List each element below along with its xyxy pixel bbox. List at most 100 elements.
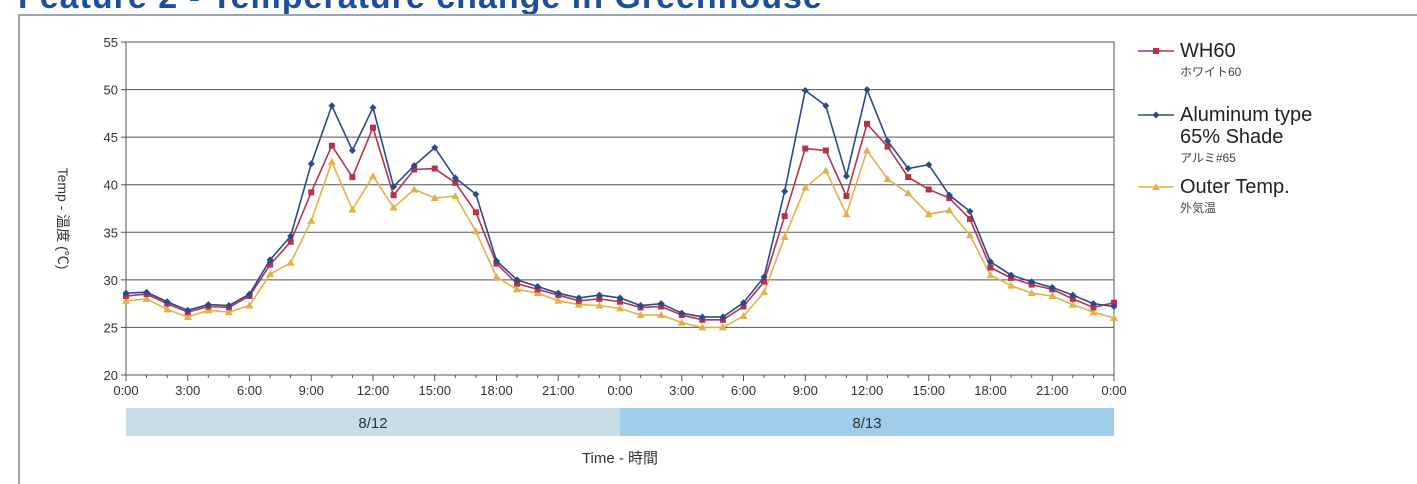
data-point-wh60 (843, 193, 850, 200)
data-point-aluminum (1007, 271, 1015, 279)
data-point-outer (389, 203, 398, 211)
y-tick-label: 55 (104, 35, 118, 50)
data-point-outer (224, 308, 233, 316)
data-point-outer (924, 210, 933, 218)
y-tick-label: 45 (104, 130, 118, 145)
data-point-outer (657, 311, 666, 319)
data-point-aluminum (307, 160, 315, 168)
data-point-wh60 (966, 215, 973, 222)
data-point-outer (1007, 281, 1016, 289)
data-point-aluminum (246, 290, 253, 298)
legend-swatch-marker (1152, 111, 1160, 119)
data-point-outer (1068, 300, 1077, 308)
x-tick-label: 6:00 (237, 383, 262, 398)
data-point-outer (451, 192, 460, 200)
y-tick-label: 20 (104, 368, 118, 383)
x-axis-label: Time - 時間 (582, 450, 658, 467)
data-point-outer (883, 175, 892, 183)
series-line-wh60 (125, 122, 1115, 321)
x-tick-label: 15:00 (912, 383, 945, 398)
data-point-wh60 (452, 179, 459, 186)
data-point-outer (801, 183, 810, 191)
data-point-wh60 (411, 166, 418, 173)
y-tick-label: 30 (104, 273, 118, 288)
x-tick-label: 12:00 (357, 383, 390, 398)
x-tick-label: 3:00 (175, 383, 200, 398)
day-band-label: 8/13 (852, 415, 881, 432)
data-point-wh60 (740, 303, 747, 310)
data-point-aluminum (348, 146, 356, 154)
series-lines (122, 86, 1118, 331)
legend-swatch-marker (1152, 183, 1160, 190)
data-point-outer (471, 227, 480, 235)
data-point-wh60 (349, 174, 356, 181)
data-point-wh60 (390, 192, 397, 199)
x-axis-ticks: 0:00 3:00 6:00 9:00 12:00 15:00 18:00 21:00 0:00… (113, 375, 1127, 398)
series-line-aluminum (125, 86, 1115, 318)
data-point-aluminum (369, 104, 377, 112)
day-band-label: 8/12 (358, 415, 387, 432)
data-point-wh60 (514, 280, 521, 287)
data-point-aluminum (637, 302, 645, 310)
data-point-wh60 (287, 238, 294, 245)
data-point-outer (739, 312, 748, 320)
data-point-outer (430, 194, 439, 202)
data-point-outer (533, 289, 542, 297)
legend-label-line: Outer Temp. (1180, 176, 1290, 198)
data-point-aluminum (451, 174, 459, 182)
data-point-aluminum (657, 300, 665, 308)
x-tick-label: 18:00 (974, 383, 1007, 398)
data-point-wh60 (822, 147, 829, 154)
data-point-outer (698, 323, 707, 331)
data-point-aluminum (842, 172, 850, 180)
data-point-outer (904, 189, 913, 197)
data-point-wh60 (925, 186, 932, 193)
data-point-outer (718, 323, 727, 331)
data-point-outer (945, 206, 954, 214)
x-tick-label: 3:00 (669, 383, 694, 398)
y-axis-ticks: 20 25 30 35 40 45 50 55 (104, 35, 126, 383)
data-point-wh60 (1090, 304, 1097, 311)
chart-frame (18, 14, 1417, 484)
data-point-aluminum (616, 294, 624, 302)
data-point-wh60 (1111, 299, 1117, 306)
header-title: Feature 2 - Temperature change in Greenh… (18, 0, 823, 14)
data-point-outer (760, 288, 769, 296)
data-point-aluminum (781, 187, 789, 195)
data-point-wh60 (802, 145, 809, 152)
data-point-aluminum (1028, 278, 1036, 286)
data-point-wh60 (472, 209, 479, 216)
data-point-aluminum (163, 298, 171, 306)
data-point-aluminum (822, 102, 830, 110)
data-point-outer (554, 296, 563, 304)
data-point-aluminum (595, 291, 603, 299)
data-point-aluminum (678, 309, 686, 317)
legend-label-line: WH60 (1180, 40, 1236, 62)
data-point-aluminum (225, 302, 233, 310)
data-point-outer (286, 258, 295, 266)
data-point-wh60 (905, 174, 912, 181)
legend-label-line: Aluminum type (1180, 104, 1313, 126)
x-tick-label: 0:00 (607, 383, 632, 398)
data-point-aluminum (966, 207, 974, 215)
data-point-wh60 (884, 143, 891, 150)
y-axis-label: Temp - 温度 (℃) (55, 168, 71, 270)
data-point-outer (245, 301, 254, 309)
data-point-outer (183, 312, 192, 320)
data-point-aluminum (390, 183, 398, 191)
day-bands: 8/12 8/13 (126, 408, 1114, 436)
data-point-aluminum (493, 257, 500, 265)
data-point-outer (163, 305, 172, 313)
data-point-aluminum (801, 87, 809, 95)
legend-label-japanese: ホワイト60 (1180, 65, 1242, 79)
x-tick-label: 21:00 (1036, 383, 1069, 398)
data-point-aluminum (987, 258, 994, 266)
data-point-outer (965, 231, 974, 239)
data-point-aluminum (698, 313, 706, 321)
data-point-aluminum (740, 299, 747, 307)
data-point-outer (1027, 289, 1036, 297)
data-point-aluminum (1069, 291, 1077, 299)
legend-label-line: 65% Shade (1180, 126, 1284, 148)
data-point-outer (677, 318, 686, 326)
